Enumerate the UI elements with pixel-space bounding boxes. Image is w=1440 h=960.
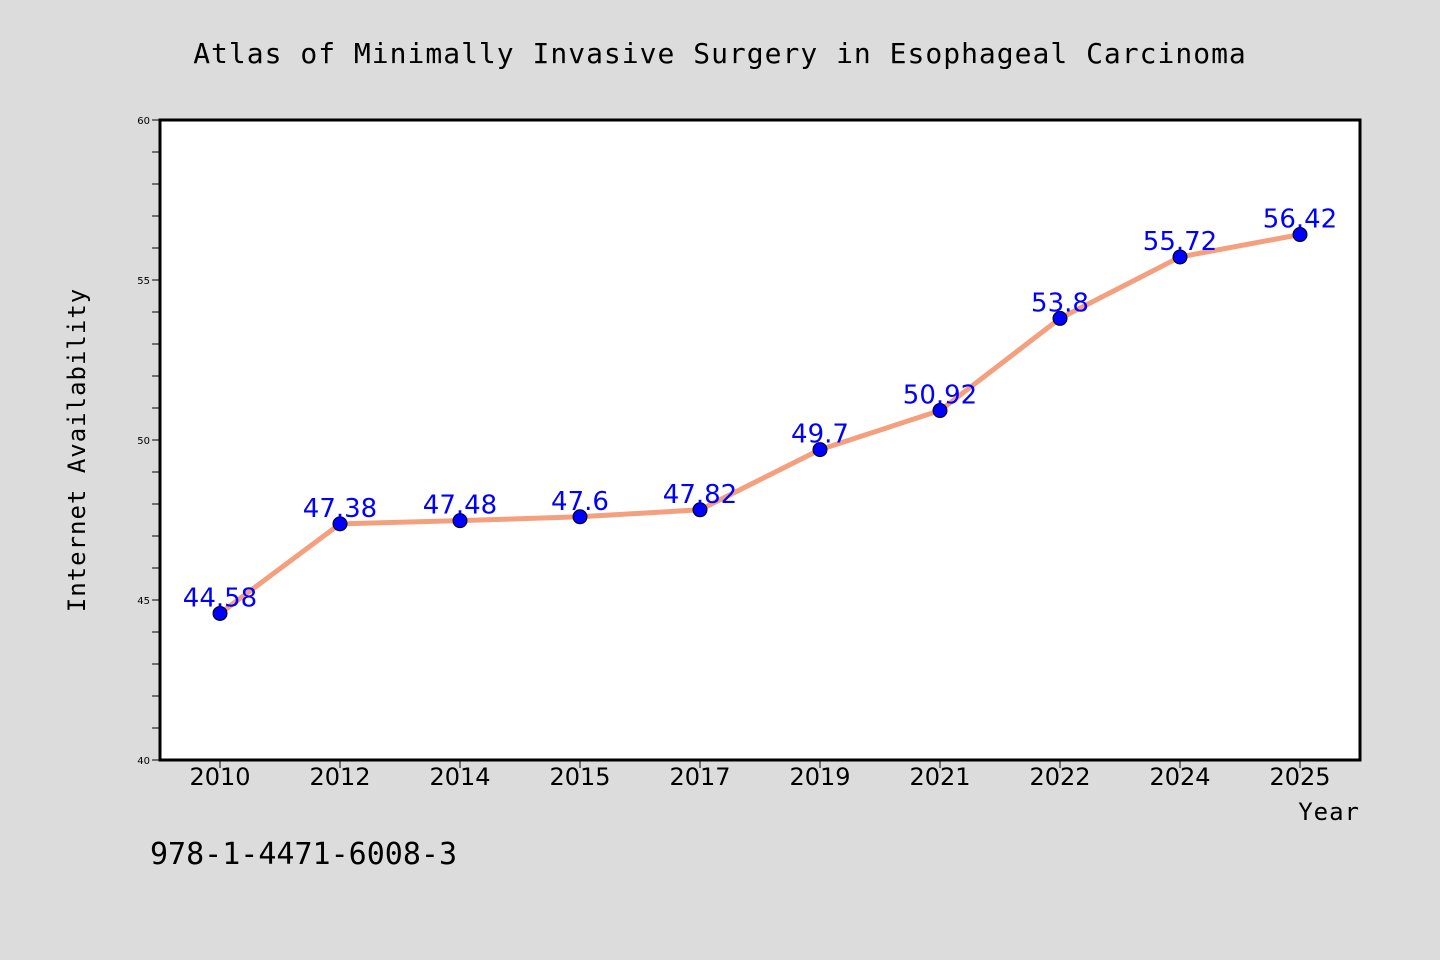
- y-tick-label: 40: [137, 756, 150, 767]
- data-point: [1172, 249, 1188, 265]
- data-label: 55.72: [1143, 227, 1217, 257]
- series-polyline: [217, 232, 1303, 616]
- data-point: [932, 403, 948, 419]
- data-label: 47.48: [423, 491, 497, 521]
- data-point: [1292, 227, 1308, 243]
- chart-title: Atlas of Minimally Invasive Surgery in E…: [193, 37, 1247, 70]
- data-point: [452, 513, 468, 529]
- y-axis-ticks: 40 45 50 55 60: [137, 116, 160, 767]
- y-tick-label: 60: [137, 116, 150, 127]
- data-point: [332, 516, 348, 532]
- y-tick-label: 45: [137, 596, 150, 607]
- x-tick-label: 2014: [429, 763, 490, 791]
- data-point: [572, 509, 588, 525]
- data-label: 53.8: [1031, 288, 1089, 318]
- data-point: [212, 605, 228, 621]
- data-markers: [212, 227, 1308, 621]
- series-line: [217, 232, 1303, 616]
- data-point: [812, 442, 828, 458]
- data-label: 47.6: [551, 487, 609, 517]
- data-label: 47.38: [303, 494, 377, 524]
- x-tick-label: 2017: [669, 763, 730, 791]
- data-label: 56.42: [1263, 205, 1337, 235]
- x-tick-label: 2015: [549, 763, 610, 791]
- data-label: 50.92: [903, 381, 977, 411]
- y-axis-label: Internet Availability: [63, 288, 91, 612]
- data-labels: 44.58 47.38 47.48 47.6 47.82 49.7 50.92 53.8 55.…: [183, 205, 1337, 614]
- data-label: 47.82: [663, 480, 737, 510]
- x-axis-ticks: 2010 2012 2014 2015 2017 2019 2021 2022 2024 2025: [189, 760, 1331, 791]
- data-point: [692, 502, 708, 518]
- y-tick-label: 55: [137, 276, 150, 287]
- data-label: 49.7: [791, 420, 849, 450]
- data-point: [1052, 310, 1068, 326]
- x-tick-label: 2025: [1269, 763, 1330, 791]
- plot-area: [158, 118, 1362, 762]
- x-tick-label: 2024: [1149, 763, 1210, 791]
- x-tick-label: 2010: [189, 763, 250, 791]
- x-tick-label: 2012: [309, 763, 370, 791]
- x-tick-label: 2021: [909, 763, 970, 791]
- y-tick-label: 50: [137, 436, 150, 447]
- x-tick-label: 2019: [789, 763, 850, 791]
- isbn-footer: 978-1-4471-6008-3: [150, 837, 457, 872]
- x-axis-label: Year: [1298, 798, 1360, 826]
- data-label: 44.58: [183, 583, 257, 613]
- x-tick-label: 2022: [1029, 763, 1090, 791]
